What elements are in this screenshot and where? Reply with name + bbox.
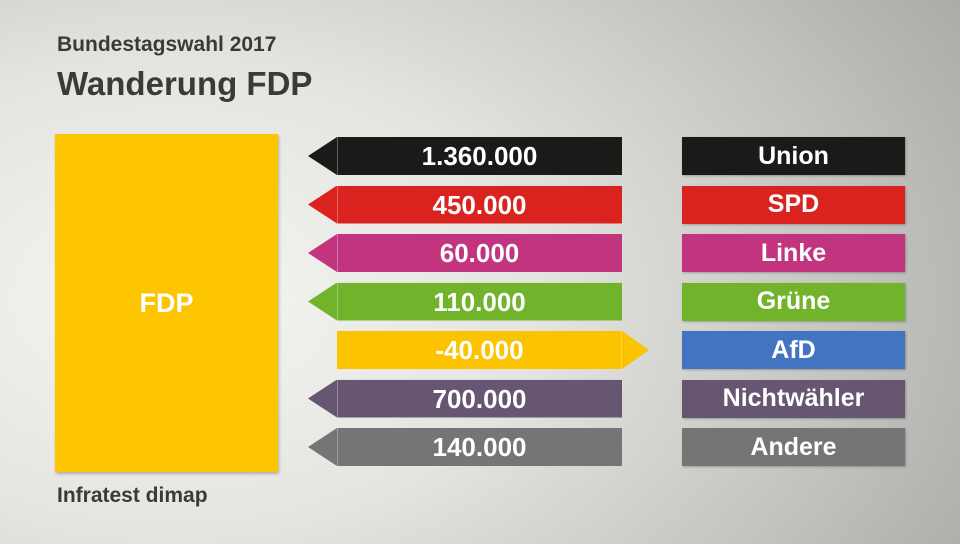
migration-rows: 1.360.000 Union 450.000 SPD 60.000 Linke… xyxy=(0,137,960,466)
party-label-afd: AfD xyxy=(682,331,905,369)
migration-value: 1.360.000 xyxy=(421,141,538,171)
party-label-nichtw-hler: Nichtwähler xyxy=(682,379,905,418)
migration-value: 700.000 xyxy=(432,383,527,414)
migration-arrow-spd: 450.000 xyxy=(308,185,622,224)
migration-arrow-linke: 60.000 xyxy=(308,234,622,272)
party-block-label: FDP xyxy=(139,287,194,318)
migration-arrow-nichtw-hler: 700.000 xyxy=(308,379,622,418)
source-credit: Infratest dimap xyxy=(57,484,208,507)
party-block-fdp: FDP xyxy=(55,134,278,472)
migration-arrow-gr-ne: 110.000 xyxy=(308,282,622,321)
migration-row: 450.000 SPD xyxy=(0,185,960,224)
migration-row: 700.000 Nichtwähler xyxy=(0,379,960,418)
migration-row: 60.000 Linke xyxy=(0,234,960,272)
migration-row: 110.000 Grüne xyxy=(0,282,960,321)
chart-kicker: Bundestagswahl 2017 xyxy=(57,33,277,56)
migration-arrow-union: 1.360.000 xyxy=(308,137,622,175)
migration-value: 450.000 xyxy=(432,189,527,220)
migration-row: 1.360.000 Union xyxy=(0,137,960,175)
party-label-union: Union xyxy=(682,137,905,175)
migration-row: 140.000 Andere xyxy=(0,428,960,466)
page-title: Wanderung FDP xyxy=(57,65,313,103)
party-label-linke: Linke xyxy=(682,234,905,272)
migration-value: 60.000 xyxy=(439,238,520,268)
chart-header: Bundestagswahl 2017 Wanderung FDP xyxy=(57,33,312,102)
migration-arrow-andere: 140.000 xyxy=(308,428,622,466)
party-label-spd: SPD xyxy=(682,185,905,224)
migration-value: 110.000 xyxy=(433,286,526,317)
migration-arrow-afd: -40.000 xyxy=(337,331,649,369)
party-label-gr-ne: Grüne xyxy=(682,282,905,321)
migration-value: -40.000 xyxy=(435,335,524,365)
migration-value: 140.000 xyxy=(432,432,527,462)
party-label-andere: Andere xyxy=(682,428,905,466)
migration-row: -40.000 AfD xyxy=(0,331,960,369)
